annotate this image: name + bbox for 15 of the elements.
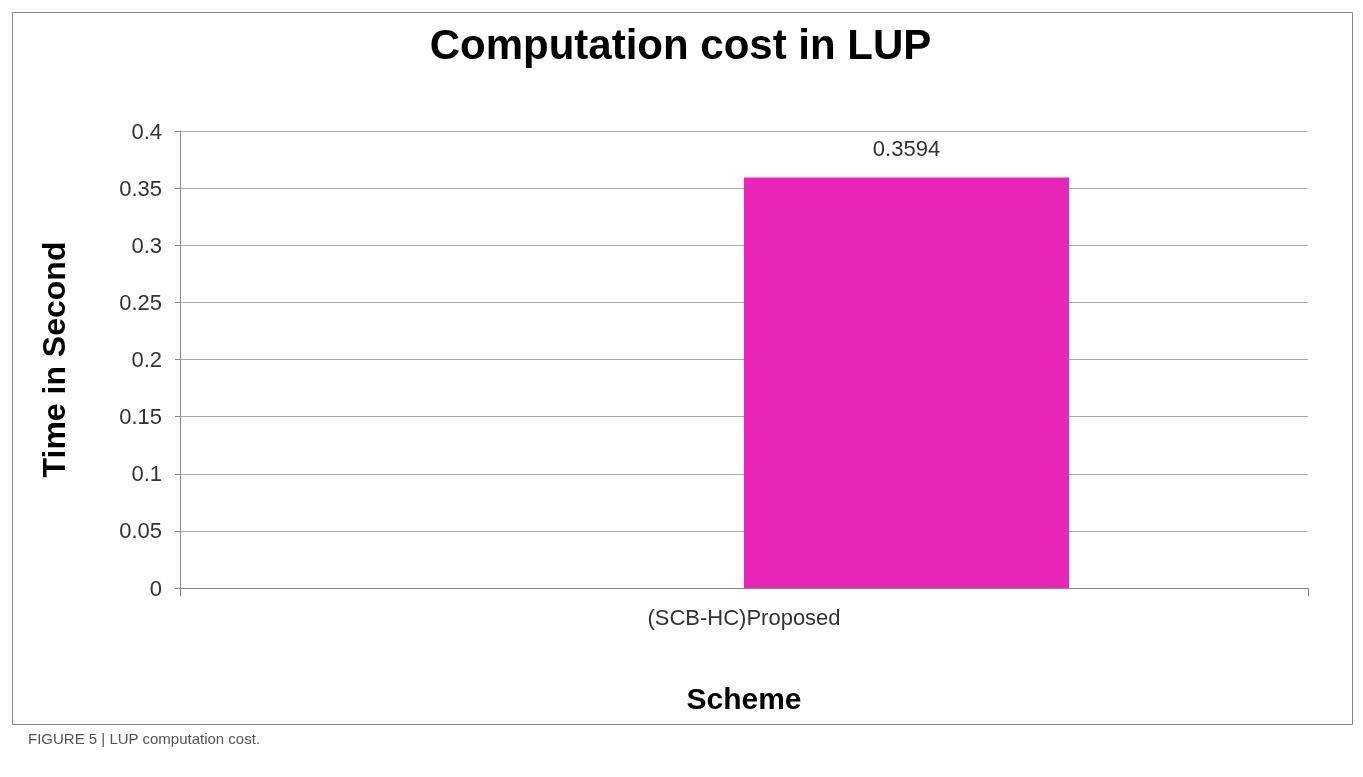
y-tick-label: 0.35 bbox=[119, 175, 162, 201]
y-tick-label: 0 bbox=[149, 575, 162, 601]
y-tick-label: 0.05 bbox=[119, 518, 162, 544]
y-tick-label: 0.15 bbox=[119, 404, 162, 430]
y-axis-title: Time in Second bbox=[36, 241, 72, 478]
data-label: 0.3594 bbox=[872, 135, 941, 161]
y-tick-label: 0.2 bbox=[131, 347, 162, 372]
x-tick-label: (SCB-HC)Proposed bbox=[647, 604, 841, 630]
y-tick-label: 0.1 bbox=[131, 461, 162, 487]
x-axis-title: Scheme bbox=[686, 681, 802, 715]
y-tick-label: 0.4 bbox=[131, 118, 162, 144]
chart-title: Computation cost in LUP bbox=[429, 20, 932, 68]
caption: FIGURE 5 | LUP computation cost. bbox=[28, 730, 261, 747]
y-tick-label: 0.3 bbox=[131, 232, 162, 258]
y-tick-label: 0.25 bbox=[119, 289, 162, 315]
